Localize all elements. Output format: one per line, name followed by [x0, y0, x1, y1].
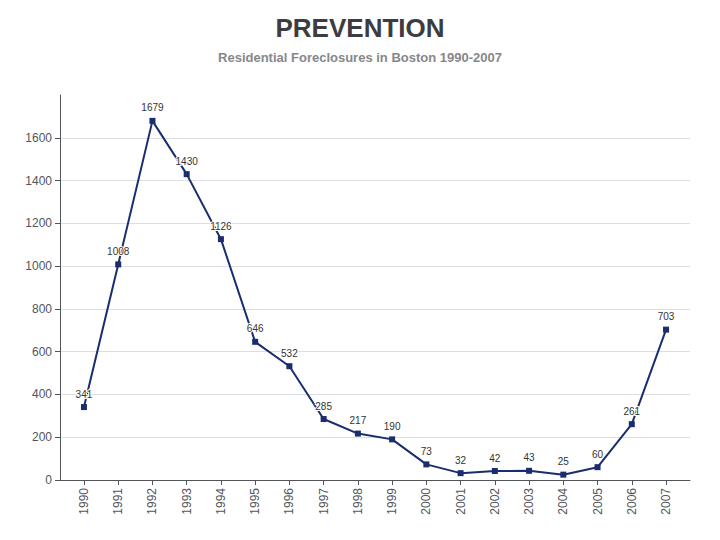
svg-text:703: 703 [658, 311, 675, 322]
svg-text:1999: 1999 [385, 488, 399, 515]
svg-text:2003: 2003 [522, 488, 536, 515]
svg-text:73: 73 [421, 446, 433, 457]
svg-text:Residential Foreclosures in Bo: Residential Foreclosures in Boston 1990-… [218, 50, 502, 65]
svg-text:261: 261 [623, 406, 640, 417]
svg-text:285: 285 [315, 401, 332, 412]
svg-text:PREVENTION: PREVENTION [275, 13, 444, 43]
svg-text:0: 0 [45, 473, 52, 487]
svg-text:341: 341 [76, 389, 93, 400]
svg-text:1600: 1600 [25, 131, 52, 145]
svg-text:1200: 1200 [25, 216, 52, 230]
svg-text:217: 217 [350, 415, 367, 426]
svg-text:2006: 2006 [625, 488, 639, 515]
svg-text:25: 25 [558, 456, 570, 467]
svg-text:1430: 1430 [176, 156, 199, 167]
svg-text:1992: 1992 [145, 488, 159, 515]
svg-text:32: 32 [455, 455, 467, 466]
svg-text:43: 43 [524, 452, 536, 463]
svg-text:1400: 1400 [25, 174, 52, 188]
svg-text:600: 600 [32, 345, 52, 359]
svg-text:1995: 1995 [248, 488, 262, 515]
svg-text:646: 646 [247, 323, 264, 334]
svg-text:1991: 1991 [111, 488, 125, 515]
svg-text:400: 400 [32, 387, 52, 401]
svg-text:190: 190 [384, 421, 401, 432]
svg-text:2005: 2005 [591, 488, 605, 515]
svg-text:1997: 1997 [317, 488, 331, 515]
svg-text:2000: 2000 [419, 488, 433, 515]
svg-text:42: 42 [489, 453, 501, 464]
svg-text:1998: 1998 [351, 488, 365, 515]
svg-text:1996: 1996 [282, 488, 296, 515]
svg-text:1126: 1126 [210, 221, 232, 232]
svg-text:800: 800 [32, 302, 52, 316]
svg-text:60: 60 [592, 449, 604, 460]
svg-text:532: 532 [281, 348, 298, 359]
svg-text:1993: 1993 [180, 488, 194, 515]
svg-text:2002: 2002 [488, 488, 502, 515]
svg-text:2004: 2004 [556, 488, 570, 515]
svg-text:1994: 1994 [214, 488, 228, 515]
svg-text:2001: 2001 [454, 488, 468, 515]
svg-text:2007: 2007 [659, 488, 673, 515]
svg-text:1000: 1000 [25, 259, 52, 273]
svg-text:200: 200 [32, 430, 52, 444]
svg-text:1679: 1679 [141, 102, 164, 113]
svg-text:1008: 1008 [107, 246, 130, 257]
svg-text:1990: 1990 [77, 488, 91, 515]
